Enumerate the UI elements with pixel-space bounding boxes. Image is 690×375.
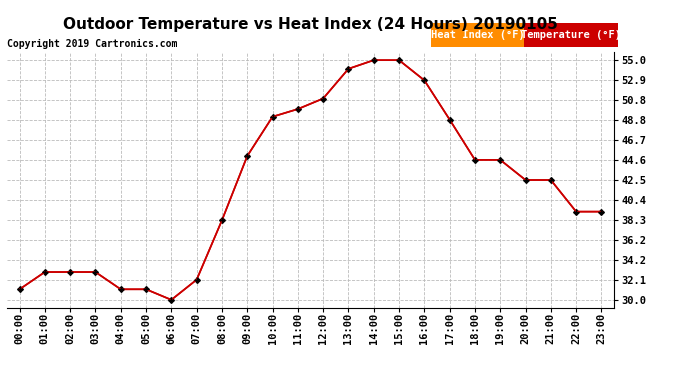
- Text: Outdoor Temperature vs Heat Index (24 Hours) 20190105: Outdoor Temperature vs Heat Index (24 Ho…: [63, 17, 558, 32]
- Text: Temperature (°F): Temperature (°F): [521, 30, 621, 40]
- Text: Copyright 2019 Cartronics.com: Copyright 2019 Cartronics.com: [7, 39, 177, 50]
- Text: Heat Index (°F): Heat Index (°F): [431, 30, 524, 40]
